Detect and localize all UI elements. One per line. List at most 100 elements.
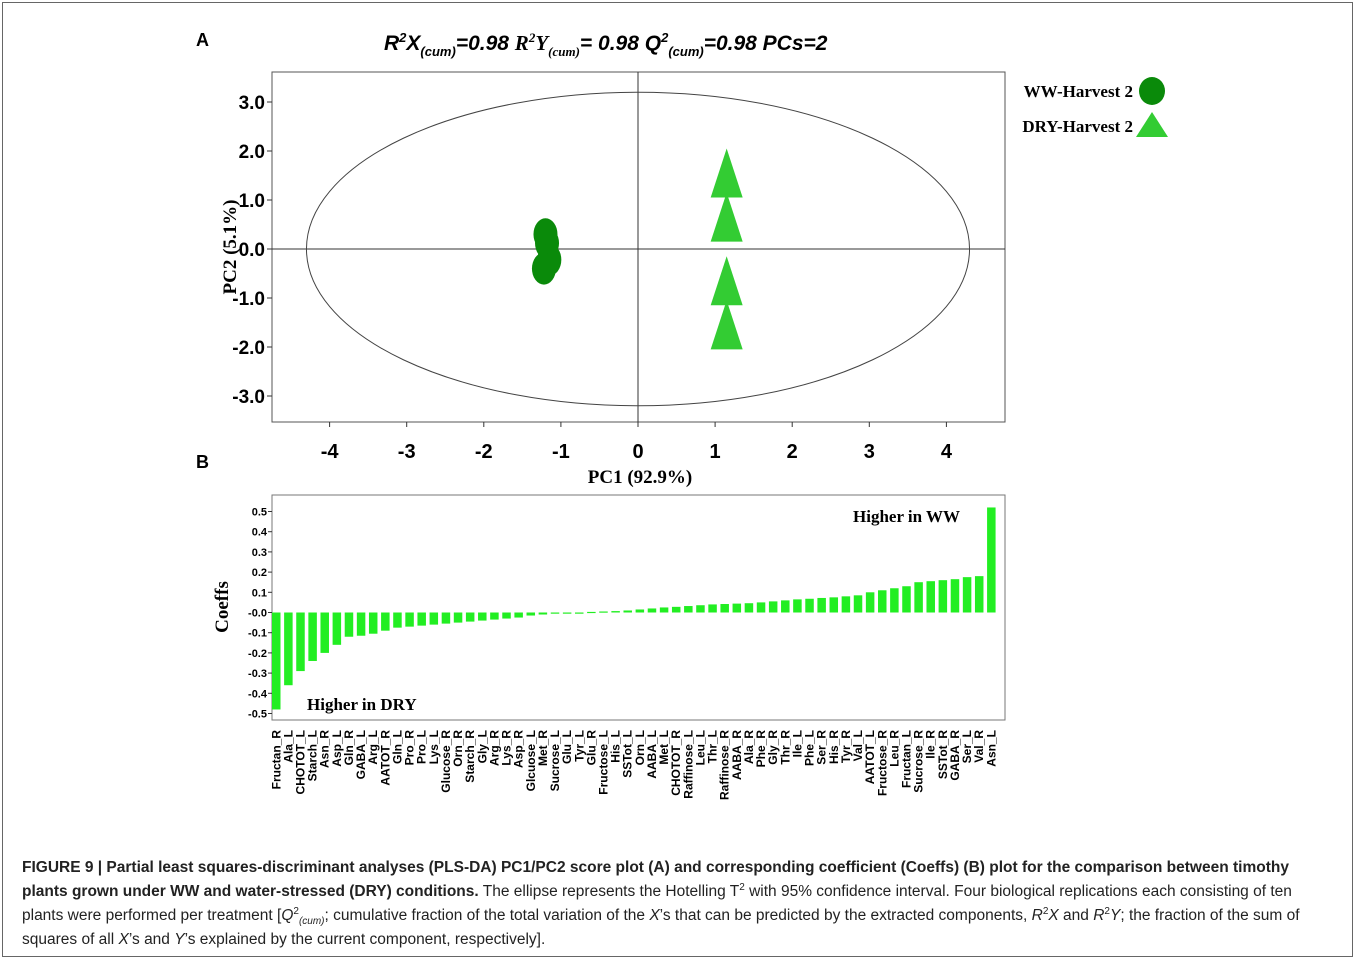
category-label: Sucrose_R [912, 730, 926, 793]
coeff-bar [284, 612, 293, 686]
category-label: Lys_R [500, 730, 514, 766]
hotelling-ellipse [305, 91, 971, 407]
r2y-prefix: R [514, 31, 529, 55]
caption-r-1: R [1031, 907, 1043, 924]
x-tick-label: -2 [475, 441, 493, 463]
coeff-bar [914, 582, 923, 613]
coeff-bar [938, 580, 948, 613]
coeff-bar [272, 612, 281, 710]
coeff-bar [356, 612, 366, 636]
coeff-bar [865, 592, 875, 613]
caption-bold: FIGURE 9 | Partial least squares-discrim… [22, 859, 1289, 900]
caption-text-6: ; the fraction of the sum of squares of … [22, 907, 1300, 948]
category-label: His_R [827, 730, 841, 764]
coeff-plot: 0.5 0.4 0.3 0.2 0.1 -0.0 -0.1 -0.2 -0.3 -0.4 -0.5 C… [212, 494, 1006, 800]
caption-text-1: The ellipse represents the Hotelling T [478, 883, 740, 900]
r2x-sub: (cum) [420, 44, 455, 59]
category-label: Orn_L [633, 730, 647, 765]
y-tick-label: 3.0 [239, 93, 265, 114]
q2-value: =0.98 PCs=2 [704, 32, 828, 55]
q2-sub: (cum) [668, 44, 703, 59]
category-label: Gly_R [766, 730, 780, 765]
y-tick-label: -3.0 [232, 387, 265, 408]
caption-text-8: ’s explained by the current component, r… [184, 931, 546, 948]
caption-q-sup: 2 [293, 905, 299, 917]
coeff-bar [647, 608, 657, 613]
coeff-y-axis-label: Coeffs [212, 581, 233, 633]
category-label: GABA_L [354, 730, 368, 779]
category-label: Asn_R [318, 730, 332, 768]
coeff-y-tick-label: -0.3 [248, 668, 267, 680]
coeff-bar [490, 612, 499, 620]
coeff-bar [635, 609, 645, 613]
legend-label: WW-Harvest 2 [1024, 82, 1133, 101]
coeff-bar [950, 579, 960, 613]
category-label: Val_R [972, 730, 986, 763]
caption-x-3: X [118, 931, 129, 948]
x-tick-label: 2 [787, 441, 798, 463]
category-label: Leu_R [887, 730, 901, 767]
coeff-bar [587, 611, 596, 614]
y-tick-label: -2.0 [232, 338, 265, 359]
coeff-bar [611, 611, 620, 613]
coeff-bar [853, 595, 863, 613]
coeff-bar [708, 604, 717, 613]
category-label: Gly_L [475, 730, 489, 763]
category-label: AABA_R [730, 730, 744, 780]
category-label: Met_L [657, 730, 671, 765]
coeff-bar [720, 604, 729, 613]
caption-text-5: and [1058, 907, 1094, 924]
q2-sup: 2 [660, 30, 669, 45]
coeff-bar [974, 576, 984, 613]
legend-label: DRY-Harvest 2 [1022, 117, 1133, 136]
category-label: Fructan_R [269, 730, 283, 790]
x-tick-label: 4 [941, 441, 953, 463]
x-tick-label: -3 [398, 441, 416, 463]
coeff-y-tick-label: 0.4 [252, 527, 268, 539]
category-label: Ser_R [815, 730, 829, 765]
caption-t-sup: 2 [739, 881, 745, 893]
coeff-bar [296, 612, 305, 672]
coeff-bar [562, 612, 572, 614]
coeff-bar [320, 612, 329, 653]
category-label: AATOT_L [863, 730, 877, 784]
coeff-bar [756, 602, 766, 613]
panel-a-letter: A [196, 30, 209, 50]
score-plot: 3.0 2.0 1.0 0.0 -1.0 -2.0 -3.0 -4 -3 -2 -1 0 1 2 3 4 PC1… [220, 71, 1168, 488]
coeff-y-tick-label: -0.4 [248, 688, 268, 700]
coeff-y-tick-label: 0.2 [252, 567, 267, 579]
r2x-mid: X [405, 32, 422, 55]
category-label: Ile_R [924, 730, 938, 759]
coeff-bar [344, 612, 354, 637]
coeff-bar [841, 596, 851, 613]
category-label: Tyr_R [839, 730, 853, 763]
category-label: Fructose_L [596, 730, 610, 795]
coeff-bar [926, 581, 935, 613]
figure-caption: FIGURE 9 | Partial least squares-discrim… [22, 856, 1337, 952]
q2-prefix: Q [645, 32, 661, 55]
category-label: SSTot_R [936, 730, 950, 779]
coeff-bar [732, 603, 742, 613]
category-label: Arg_L [366, 730, 380, 765]
x-tick-label: 1 [710, 441, 721, 463]
caption-y-2: Y [174, 931, 185, 948]
coeff-plot-frame [271, 494, 1006, 721]
x-tick-label: 3 [864, 441, 875, 463]
category-label: Raffinose_L [681, 730, 695, 799]
category-label: CHOTOT_L [293, 730, 307, 794]
caption-y-1: Y [1109, 907, 1121, 924]
category-label: Arg_R [487, 730, 501, 766]
coeff-bar [781, 600, 790, 613]
coeff-bar [465, 612, 475, 622]
r2y-mid: Y [535, 31, 550, 55]
coeff-y-tick-label: -0.0 [248, 608, 267, 620]
coeff-bar [441, 612, 451, 624]
dry-data-point [710, 192, 743, 242]
caption-text-4: ’s that can be predicted by the extracte… [659, 907, 1032, 924]
x-tick-label: -1 [552, 441, 570, 463]
coeff-bar [381, 612, 390, 631]
category-label: Glucose_R [439, 730, 453, 793]
coeff-bar [405, 612, 414, 627]
category-label: Ala_R [742, 730, 756, 764]
coeff-bar [829, 597, 839, 613]
